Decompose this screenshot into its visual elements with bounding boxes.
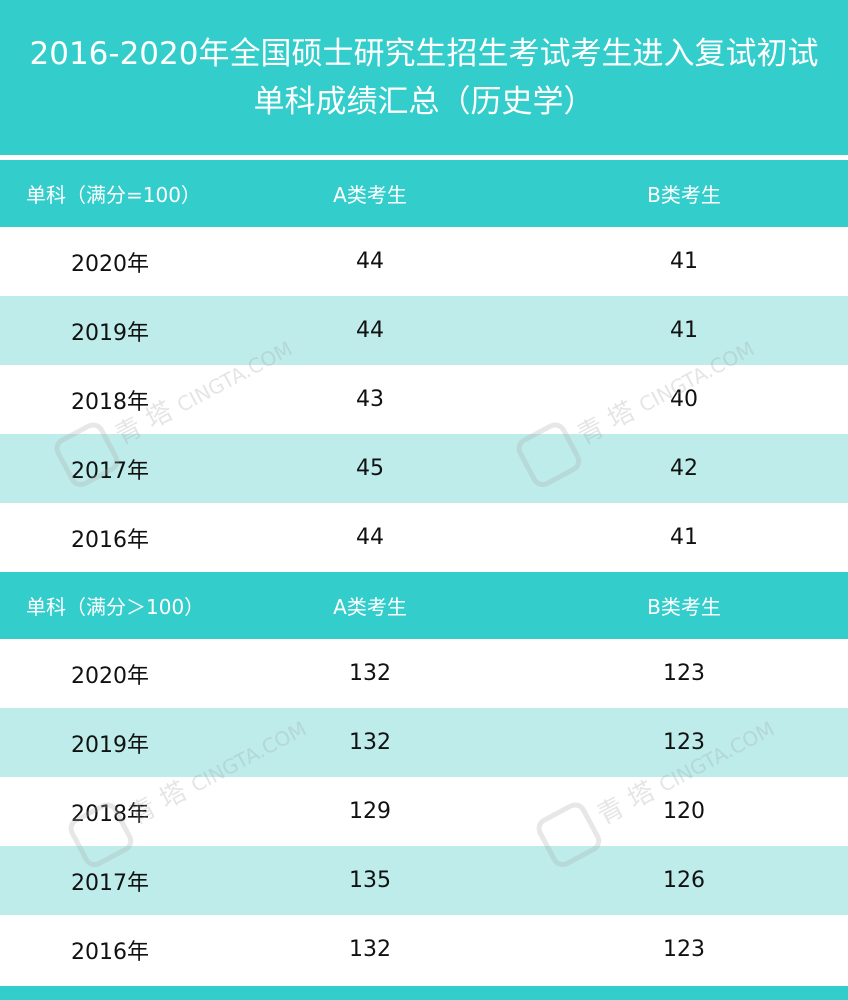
- year-cell: 2020年: [71, 663, 149, 689]
- b-score-cell: 126: [663, 868, 705, 893]
- header-b-class: B类考生: [647, 595, 721, 619]
- table-row: 2020年 44 41: [0, 227, 848, 296]
- b-score-cell: 41: [670, 318, 698, 343]
- b-score-cell: 41: [670, 525, 698, 550]
- table-row: 2019年 132 123: [0, 708, 848, 777]
- b-score-cell: 41: [670, 249, 698, 274]
- year-cell: 2018年: [71, 389, 149, 415]
- table-row: 2020年 132 123: [0, 639, 848, 708]
- year-cell: 2016年: [71, 939, 149, 965]
- year-cell: 2020年: [71, 251, 149, 277]
- a-score-cell: 132: [349, 730, 391, 755]
- a-score-cell: 44: [356, 249, 384, 274]
- header-a-class: A类考生: [333, 183, 407, 207]
- b-score-cell: 123: [663, 730, 705, 755]
- a-score-cell: 129: [349, 799, 391, 824]
- table-row: 2018年 43 40: [0, 365, 848, 434]
- a-score-cell: 44: [356, 318, 384, 343]
- header-a-class: A类考生: [333, 595, 407, 619]
- header-b-class: B类考生: [647, 183, 721, 207]
- a-score-cell: 132: [349, 661, 391, 686]
- a-score-cell: 132: [349, 937, 391, 962]
- table-row: 2017年 45 42: [0, 434, 848, 503]
- page-title: 2016-2020年全国硕士研究生招生考试考生进入复试初试 单科成绩汇总（历史学…: [0, 0, 848, 155]
- table-row: 2019年 44 41: [0, 296, 848, 365]
- title-line-1: 2016-2020年全国硕士研究生招生考试考生进入复试初试: [29, 35, 819, 72]
- footer-bar: [0, 986, 848, 1000]
- b-score-cell: 120: [663, 799, 705, 824]
- a-score-cell: 45: [356, 456, 384, 481]
- table-row: 2016年 132 123: [0, 915, 848, 984]
- b-score-cell: 40: [670, 387, 698, 412]
- year-cell: 2016年: [71, 527, 149, 553]
- score-table-section-2: 单科（满分＞100） A类考生 B类考生 2020年 132 123 2019年…: [0, 572, 848, 984]
- b-score-cell: 42: [670, 456, 698, 481]
- header-subject: 单科（满分＞100）: [26, 595, 205, 619]
- table-row: 2017年 135 126: [0, 846, 848, 915]
- a-score-cell: 44: [356, 525, 384, 550]
- b-score-cell: 123: [663, 661, 705, 686]
- table-row: 2016年 44 41: [0, 503, 848, 572]
- year-cell: 2019年: [71, 320, 149, 346]
- year-cell: 2019年: [71, 732, 149, 758]
- title-line-2: 单科成绩汇总（历史学）: [253, 83, 595, 120]
- score-table-section-1: 单科（满分=100） A类考生 B类考生 2020年 44 41 2019年 4…: [0, 160, 848, 572]
- year-cell: 2017年: [71, 870, 149, 896]
- b-score-cell: 123: [663, 937, 705, 962]
- year-cell: 2018年: [71, 801, 149, 827]
- a-score-cell: 135: [349, 868, 391, 893]
- table-header: 单科（满分=100） A类考生 B类考生: [0, 160, 848, 227]
- table-header: 单科（满分＞100） A类考生 B类考生: [0, 572, 848, 639]
- header-subject: 单科（满分=100）: [26, 183, 201, 207]
- divider: [0, 155, 848, 160]
- year-cell: 2017年: [71, 458, 149, 484]
- a-score-cell: 43: [356, 387, 384, 412]
- table-row: 2018年 129 120: [0, 777, 848, 846]
